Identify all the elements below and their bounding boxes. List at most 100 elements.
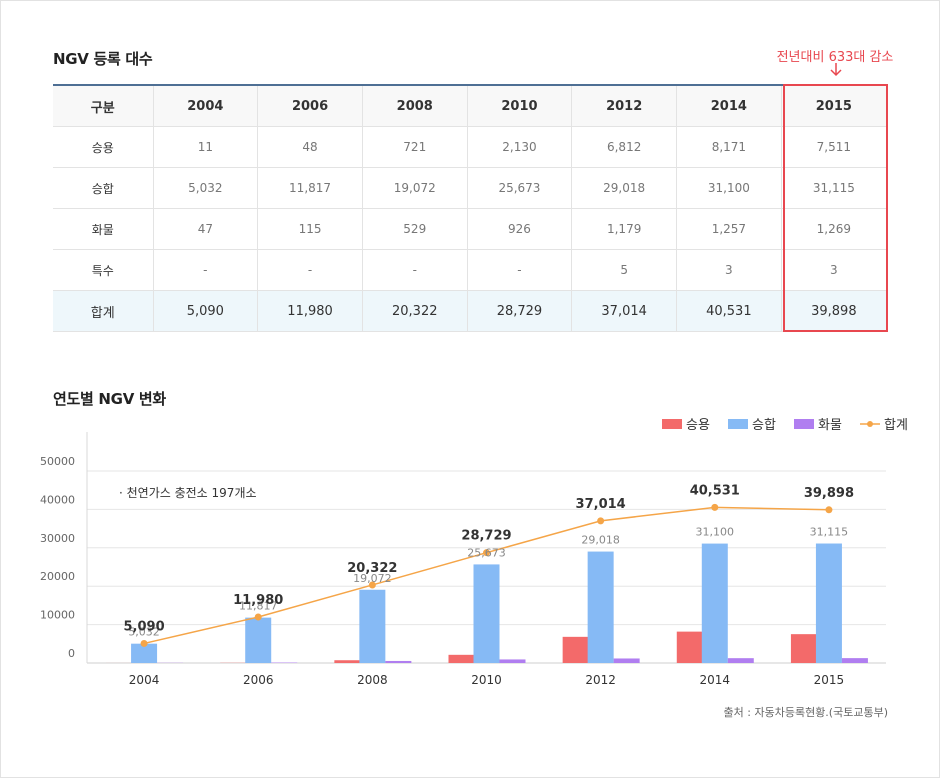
table-cell: 47: [153, 208, 259, 250]
header-cell: 2004: [153, 84, 259, 127]
total-row: 합계 5,090 11,980 20,322 28,729 37,014 40,…: [53, 290, 886, 332]
table-cell: 5,090: [153, 290, 259, 332]
table-cell: 37,014: [571, 290, 678, 332]
table-cell: -: [467, 249, 573, 291]
bar-화물-2012: [613, 658, 640, 663]
total-data-label: 37,014: [576, 497, 626, 512]
legend-swatch-point: [867, 421, 873, 427]
table-cell: 11: [153, 126, 259, 168]
total-data-label: 28,729: [461, 529, 511, 544]
x-tick-label: 2012: [585, 673, 616, 687]
table-cell: 25,673: [467, 167, 573, 209]
total-point-2010: [483, 549, 490, 557]
legend-swatch: [794, 419, 814, 429]
bar-승용-2008: [334, 660, 361, 663]
total-data-label: 11,980: [233, 593, 283, 608]
table-cell: 5,032: [153, 167, 259, 209]
bar-승용-2010: [448, 654, 475, 663]
y-tick-label: 50000: [40, 455, 75, 468]
table-cell: 529: [362, 208, 468, 250]
x-tick-label: 2006: [243, 673, 274, 687]
table-cell: -: [257, 249, 363, 291]
row-label: 승합: [53, 167, 154, 209]
bar-승합-2012: [587, 551, 614, 663]
table-cell: 28,729: [467, 290, 573, 332]
chart-annotation: · 천연가스 충전소 197개소: [119, 485, 257, 500]
legend-swatch: [728, 419, 748, 429]
row-label: 합계: [53, 290, 154, 332]
row-label: 승용: [53, 126, 154, 168]
table-cell: 11,980: [257, 290, 363, 332]
table-cell: 1,257: [676, 208, 782, 250]
header-cell: 구분: [53, 84, 154, 127]
table-cell: 31,115: [781, 167, 886, 209]
bar-화물-2010: [499, 659, 526, 663]
table-row: 승합 5,032 11,817 19,072 25,673 29,018 31,…: [53, 167, 886, 209]
total-data-label: 39,898: [804, 486, 854, 501]
bar-승용-2014: [676, 631, 703, 663]
table-cell: 3: [676, 249, 782, 291]
bar-승합-2008: [359, 589, 386, 663]
total-point-2012: [597, 517, 605, 525]
table-header-row: 구분 2004 2006 2008 2010 2012 2014 2015: [53, 84, 886, 127]
y-tick-label: 30000: [40, 532, 75, 545]
table-cell: -: [362, 249, 468, 291]
bar-승합-2015: [815, 543, 842, 663]
table-cell: 20,322: [362, 290, 468, 332]
x-tick-label: 2004: [129, 673, 160, 687]
header-cell: 2015: [781, 84, 886, 127]
row-label: 화물: [53, 208, 154, 250]
table-cell: 1,179: [571, 208, 678, 250]
table-cell: 31,100: [676, 167, 782, 209]
ngv-registration-table: 구분 2004 2006 2008 2010 2012 2014 2015 승용…: [53, 84, 886, 332]
van-data-label: 25,673: [467, 546, 506, 559]
source-note: 출처 : 자동차등록현황.(국토교통부): [723, 706, 888, 719]
table-cell: 48: [257, 126, 363, 168]
total-point-2006: [254, 613, 262, 621]
van-data-label: 5,032: [128, 626, 160, 639]
table-title: NGV 등록 대수: [53, 50, 153, 68]
header-cell: 2008: [362, 84, 468, 127]
row-label: 특수: [53, 249, 154, 291]
header-cell: 2006: [257, 84, 363, 127]
chart-title: 연도별 NGV 변화: [53, 390, 166, 408]
legend-label: 승용: [686, 418, 710, 433]
total-point-2015: [825, 506, 833, 514]
change-note: 전년대비 633대 감소: [776, 50, 894, 65]
y-tick-label: 40000: [40, 493, 75, 506]
table-cell: 1,269: [781, 208, 886, 250]
table-cell: 19,072: [362, 167, 468, 209]
bar-화물-2014: [727, 658, 754, 663]
y-tick-label: 0: [68, 647, 75, 660]
van-data-label: 11,817: [239, 600, 278, 613]
x-tick-label: 2008: [357, 673, 388, 687]
total-data-label: 20,322: [347, 561, 397, 576]
table-cell: 721: [362, 126, 468, 168]
bar-승합-2010: [473, 564, 500, 663]
table-cell: 3: [781, 249, 886, 291]
table-row: 승용 11 48 721 2,130 6,812 8,171 7,511: [53, 126, 886, 168]
legend-label: 합계: [884, 418, 908, 433]
total-point-2014: [711, 503, 719, 511]
table-cell: 6,812: [571, 126, 678, 168]
van-data-label: 19,072: [353, 572, 392, 585]
legend-label: 화물: [818, 418, 842, 433]
table-cell: 115: [257, 208, 363, 250]
table-cell: -: [153, 249, 259, 291]
header-cell: 2012: [571, 84, 678, 127]
x-tick-label: 2010: [471, 673, 502, 687]
bar-화물-2008: [385, 660, 412, 663]
x-tick-label: 2015: [814, 673, 845, 687]
van-data-label: 29,018: [581, 534, 620, 547]
van-data-label: 31,100: [696, 526, 735, 539]
legend-label: 승합: [752, 418, 776, 433]
table-cell: 2,130: [467, 126, 573, 168]
total-point-2004: [140, 639, 148, 647]
table-cell: 40,531: [676, 290, 782, 332]
table-cell: 5: [571, 249, 678, 291]
bar-승합-2004: [131, 643, 158, 663]
table-cell: 926: [467, 208, 573, 250]
table-cell: 11,817: [257, 167, 363, 209]
total-data-label: 40,531: [690, 483, 740, 498]
